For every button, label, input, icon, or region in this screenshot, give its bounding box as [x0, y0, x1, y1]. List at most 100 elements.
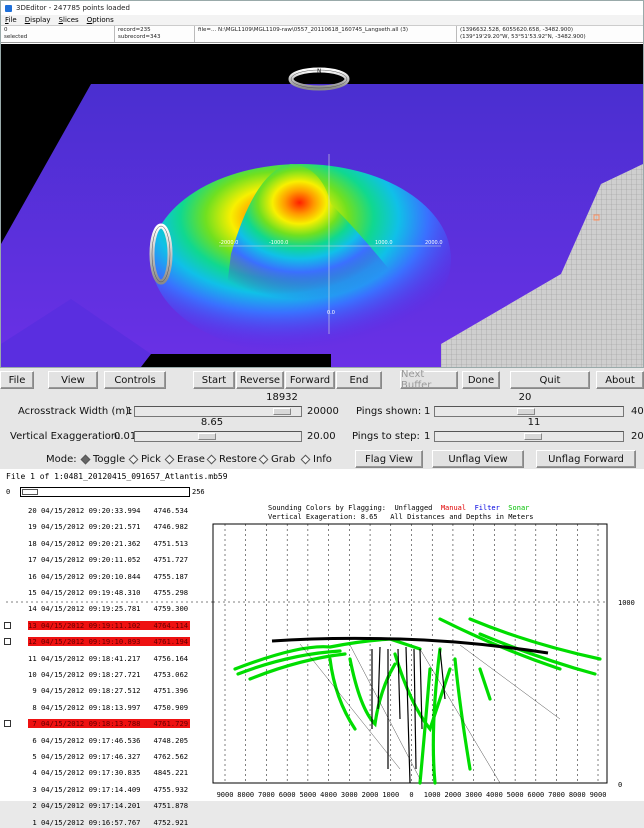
menu-slices[interactable]: Slices	[58, 16, 79, 24]
x-tick-label: 3000	[465, 791, 482, 799]
ping-text: 14 04/15/2012 09:19:25.781 4759.300	[28, 604, 189, 614]
ping-row[interactable]: 20 04/15/2012 09:20:33.994 4746.534	[0, 505, 212, 516]
ping-text: 17 04/15/2012 09:20:11.052 4751.727	[28, 555, 189, 565]
file-scrollbar[interactable]	[20, 487, 190, 497]
seamount-peak	[226, 164, 401, 302]
mode-restore-radio[interactable]: Restore	[206, 454, 257, 465]
3d-scene[interactable]: -2000.0 -1000.0 1000.0 2000.0 0.0 N	[1, 44, 643, 367]
unflagged-sounding-trace	[419, 648, 423, 730]
x-tick-label: 0	[409, 791, 413, 799]
ping-row[interactable]: 19 04/15/2012 09:20:21.571 4746.982	[0, 521, 212, 532]
ping-row[interactable]: 13 04/15/2012 09:19:11.102 4764.114	[0, 620, 212, 631]
sonar-flagged-swath	[478, 667, 492, 701]
flag-view-button[interactable]: Flag View	[355, 450, 423, 468]
ping-row[interactable]: 12 04/15/2012 09:19:10.893 4761.194	[0, 636, 212, 647]
acrosstrack-thumb[interactable]	[273, 408, 291, 415]
view-button[interactable]: View	[48, 371, 98, 389]
ping-checkbox[interactable]	[4, 720, 11, 728]
file-scroll-thumb[interactable]	[22, 489, 38, 495]
pings-shown-thumb[interactable]	[517, 408, 535, 415]
quit-button[interactable]: Quit	[510, 371, 590, 389]
controls-button[interactable]: Controls	[104, 371, 166, 389]
ping-row[interactable]: 3 04/15/2012 09:17:14.409 4755.932	[0, 784, 212, 795]
swath-plot[interactable]: 9000 8000 7000 6000 5000 4000 3000 2000 1000 0 100…	[0, 469, 644, 801]
ping-row[interactable]: 17 04/15/2012 09:20:11.052 4751.727	[0, 554, 212, 565]
3d-viewport[interactable]: -2000.0 -1000.0 1000.0 2000.0 0.0 N	[1, 44, 643, 367]
mode-grab-radio[interactable]: Grab	[258, 454, 295, 465]
ping-row[interactable]: 15 04/15/2012 09:19:48.310 4755.298	[0, 587, 212, 598]
acrosstrack-slider[interactable]	[134, 406, 302, 417]
sonar-flagged-swath	[478, 632, 597, 676]
ping-row[interactable]: 1 04/15/2012 09:16:57.767 4752.921	[0, 817, 212, 828]
x-tick-label: 2000	[362, 791, 379, 799]
ping-row[interactable]: 18 04/15/2012 09:20:21.362 4751.513	[0, 538, 212, 549]
mode-erase-radio[interactable]: Erase	[164, 454, 205, 465]
ping-text: 15 04/15/2012 09:19:48.310 4755.298	[28, 588, 189, 597]
3d-editor-window: 3DEditor - 247785 points loaded File Dis…	[0, 0, 644, 368]
start-button[interactable]: Start	[193, 371, 235, 389]
x-tick-label: 4000	[486, 791, 503, 799]
swath-editor-canvas[interactable]: File 1 of 1:0481_20120415_091657_Atlanti…	[0, 469, 644, 827]
unflag-view-button[interactable]: Unflag View	[432, 450, 524, 468]
info-bar: 0 selected record=235 subrecord=343 file…	[1, 26, 643, 43]
vexag-thumb[interactable]	[198, 433, 216, 440]
ping-checkbox[interactable]	[4, 638, 11, 646]
ping-row[interactable]: 2 04/15/2012 09:17:14.201 4751.878	[0, 800, 212, 811]
sonar-flagged-swath	[453, 657, 472, 771]
unflag-forward-button[interactable]: Unflag Forward	[536, 450, 636, 468]
pings-step-thumb[interactable]	[524, 433, 542, 440]
sonar-flagged-swath	[236, 649, 342, 676]
x-tick-label: 7000	[548, 791, 565, 799]
ping-checkbox[interactable]	[4, 621, 11, 629]
ping-row[interactable]: 14 04/15/2012 09:19:25.781 4759.300	[0, 603, 212, 614]
ping-row[interactable]: 8 04/15/2012 09:18:13.997 4750.909	[0, 702, 212, 713]
next-buffer-button[interactable]: Next Buffer	[400, 369, 458, 391]
ping-row[interactable]: 7 04/15/2012 09:18:13.788 4761.729	[0, 718, 212, 729]
ping-trace	[459, 644, 561, 720]
ping-row[interactable]: 11 04/15/2012 09:18:41.217 4756.164	[0, 653, 212, 664]
ping-row[interactable]: 16 04/15/2012 09:20:10.844 4755.187	[0, 571, 212, 582]
mode-pick-radio[interactable]: Pick	[128, 454, 161, 465]
compass-ring-icon[interactable]: N	[288, 67, 350, 91]
file-button[interactable]: File	[0, 371, 34, 389]
ping-row[interactable]: 5 04/15/2012 09:17:46.327 4762.562	[0, 751, 212, 762]
pings-step-value: 11	[527, 417, 541, 428]
ping-text: 9 04/15/2012 09:18:27.512 4751.396	[28, 686, 189, 696]
menu-file[interactable]: File	[5, 16, 17, 24]
ping-row[interactable]: 9 04/15/2012 09:18:27.512 4751.396	[0, 685, 212, 696]
ping-text: 1 04/15/2012 09:16:57.767 4752.921	[28, 817, 189, 827]
ping-row[interactable]: 4 04/15/2012 09:17:30.835 4845.221	[0, 767, 212, 778]
reverse-button[interactable]: Reverse	[236, 371, 284, 389]
mode-info-radio[interactable]: Info	[300, 454, 332, 465]
x-tick-label: 5000	[299, 791, 316, 799]
vexag-slider[interactable]	[134, 431, 302, 442]
tilt-ring-icon[interactable]	[149, 223, 173, 285]
about-button[interactable]: About	[596, 371, 644, 389]
menu-bar: File Display Slices Options	[1, 15, 643, 26]
pings-shown-slider[interactable]	[434, 406, 624, 417]
ping-text: 19 04/15/2012 09:20:21.571 4746.982	[28, 522, 189, 532]
end-button[interactable]: End	[336, 371, 382, 389]
ping-row[interactable]: 10 04/15/2012 09:18:27.721 4753.062	[0, 669, 212, 680]
unflagged-sounding-trace	[413, 648, 417, 770]
x-tick-label: 3000	[341, 791, 358, 799]
pings-shown-min: 1	[424, 406, 431, 417]
menu-options[interactable]: Options	[86, 16, 114, 24]
coordinate-info: (1396632.528, 6055620.658, -3482.900) (1…	[460, 27, 586, 40]
radio-indicator-icon	[164, 454, 175, 465]
pings-step-label: Pings to step:	[352, 431, 420, 442]
unflagged-sounding-trace	[439, 648, 446, 700]
ping-text: 11 04/15/2012 09:18:41.217 4756.164	[28, 653, 189, 663]
ping-row[interactable]: 6 04/15/2012 09:17:46.536 4748.205	[0, 735, 212, 746]
x-tick-label: 6000	[279, 791, 296, 799]
radio-indicator-icon	[128, 454, 139, 465]
axis-label: 0.0	[327, 310, 335, 316]
grid-surface	[441, 164, 643, 367]
record-info: record=235 subrecord=343	[115, 26, 195, 42]
mode-toggle-radio[interactable]: Toggle	[80, 454, 125, 465]
sonar-flagged-swath	[248, 652, 347, 681]
pings-step-slider[interactable]	[434, 431, 624, 442]
forward-button[interactable]: Forward	[285, 371, 335, 389]
done-button[interactable]: Done	[462, 371, 500, 389]
menu-display[interactable]: Display	[24, 16, 51, 24]
